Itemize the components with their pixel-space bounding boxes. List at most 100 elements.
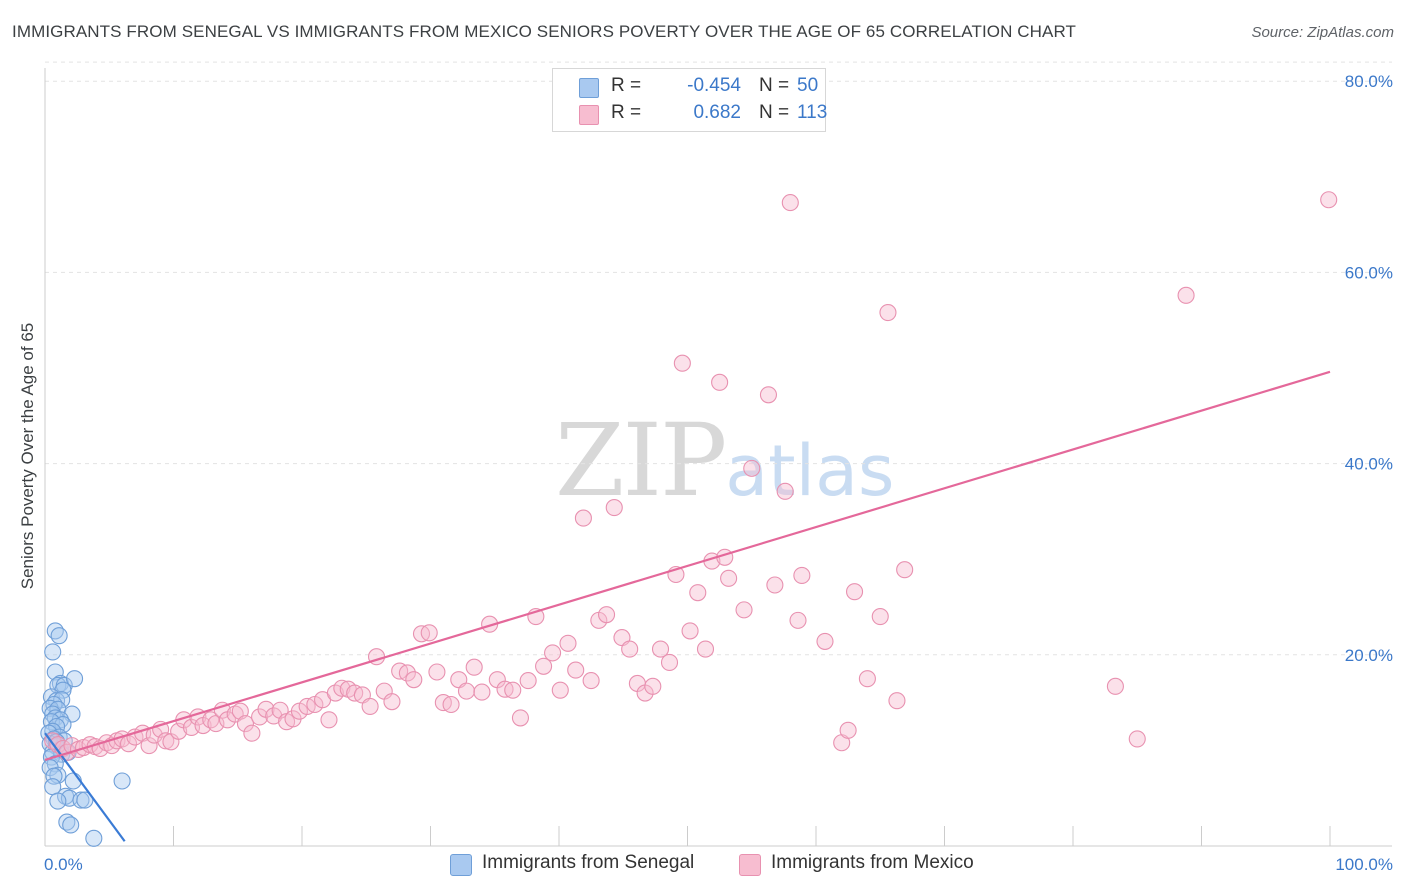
senegal-point	[85, 829, 103, 847]
mexico-point	[789, 611, 807, 629]
y-tick-label: 40.0%	[1345, 455, 1393, 474]
mexico-point	[157, 732, 175, 750]
mexico-point	[879, 304, 897, 322]
mexico-point	[333, 679, 351, 697]
mexico-point	[457, 682, 476, 700]
mexico-point	[320, 711, 338, 729]
mexico-point	[896, 561, 914, 579]
correlation-legend: R = -0.454 N = 50 R = 0.682 N = 113	[552, 68, 828, 132]
mexico-point	[696, 640, 715, 658]
mexico-point	[140, 737, 158, 755]
mexico-point	[858, 670, 876, 688]
mexico-point	[888, 692, 906, 710]
x-tick-label: 100.0%	[1335, 855, 1393, 874]
mexico-point	[660, 653, 679, 671]
mexico-point	[871, 608, 889, 626]
watermark-zip: ZIP	[555, 402, 727, 519]
mexico-point	[361, 697, 379, 715]
watermark: ZIPatlas	[555, 402, 894, 519]
mexico-point	[781, 194, 799, 212]
watermark-atlas: atlas	[725, 430, 895, 512]
mexico-point	[793, 566, 811, 585]
mexico-point	[428, 663, 446, 681]
mexico-point	[711, 373, 729, 391]
mexico-point	[776, 482, 794, 500]
senegal-swatch	[579, 78, 599, 98]
r-label: R =	[611, 75, 642, 96]
senegal-trendline	[44, 732, 126, 842]
senegal-point	[49, 792, 67, 810]
mexico-point	[651, 640, 670, 658]
r-value: 0.682	[693, 102, 741, 123]
mexico-point	[383, 693, 401, 711]
mexico-point	[839, 721, 857, 739]
data-points	[40, 191, 1338, 847]
mexico-point	[720, 569, 738, 587]
y-tick-label: 20.0%	[1345, 646, 1393, 665]
senegal-point	[113, 772, 131, 790]
x-tick-label: 0.0%	[44, 855, 83, 874]
senegal-legend-label: Immigrants from Senegal	[482, 852, 695, 873]
mexico-point	[535, 657, 553, 675]
mexico-point	[574, 509, 592, 527]
mexico-point	[743, 459, 761, 477]
mexico-legend-label: Immigrants from Mexico	[771, 852, 974, 873]
mexico-point	[442, 695, 460, 714]
source-label: Source: ZipAtlas.com	[1251, 24, 1394, 41]
mexico-point	[1177, 286, 1195, 304]
mexico-point	[621, 640, 639, 658]
mexico-point	[1106, 677, 1124, 695]
mexico-swatch	[579, 105, 599, 125]
mexico-point	[759, 386, 778, 404]
senegal-point	[76, 791, 94, 809]
senegal-point	[66, 670, 84, 688]
mexico-point	[465, 658, 483, 676]
mexico-point	[673, 354, 691, 372]
n-value: 113	[797, 102, 828, 123]
mexico-point	[1320, 191, 1338, 209]
mexico-point	[405, 671, 423, 689]
senegal-point	[64, 772, 82, 790]
n-label: N =	[759, 75, 790, 96]
mexico-point	[504, 681, 522, 699]
mexico-point	[766, 576, 784, 594]
mexico-point	[605, 499, 623, 517]
n-label: N =	[759, 102, 790, 123]
y-tick-label: 60.0%	[1345, 263, 1393, 282]
mexico-point	[473, 683, 491, 701]
chart-title: IMMIGRANTS FROM SENEGAL VS IMMIGRANTS FR…	[12, 22, 1077, 41]
senegal-point	[72, 791, 90, 809]
senegal-legend-swatch	[450, 854, 472, 876]
mexico-point	[735, 601, 753, 619]
n-value: 50	[797, 75, 819, 96]
tick-labels: 20.0% 40.0% 60.0% 80.0% 0.0% 100.0%	[44, 72, 1393, 874]
mexico-point	[845, 583, 864, 601]
mexico-point	[597, 606, 616, 624]
mexico-point	[559, 634, 577, 652]
mexico-point	[1128, 730, 1146, 748]
mexico-trendline	[44, 370, 1331, 762]
mexico-point	[567, 661, 585, 679]
mexico-point	[243, 724, 261, 742]
mexico-point	[519, 672, 537, 690]
mexico-point	[689, 584, 707, 602]
mexico-point	[236, 715, 255, 733]
senegal-point	[50, 627, 68, 645]
senegal-point	[44, 643, 62, 661]
mexico-point	[551, 681, 569, 699]
trendlines	[44, 370, 1331, 842]
mexico-legend-swatch	[739, 854, 761, 876]
y-tick-label: 80.0%	[1345, 72, 1393, 91]
mexico-point	[511, 709, 530, 727]
r-label: R =	[611, 102, 642, 123]
mexico-point	[544, 644, 562, 662]
mexico-point	[582, 672, 600, 690]
mexico-point	[816, 632, 834, 650]
mexico-point	[420, 624, 438, 642]
mexico-point	[644, 677, 662, 695]
mexico-point	[681, 622, 699, 640]
mexico-point	[398, 664, 416, 682]
senegal-point	[62, 816, 80, 834]
r-value: -0.454	[687, 75, 741, 96]
